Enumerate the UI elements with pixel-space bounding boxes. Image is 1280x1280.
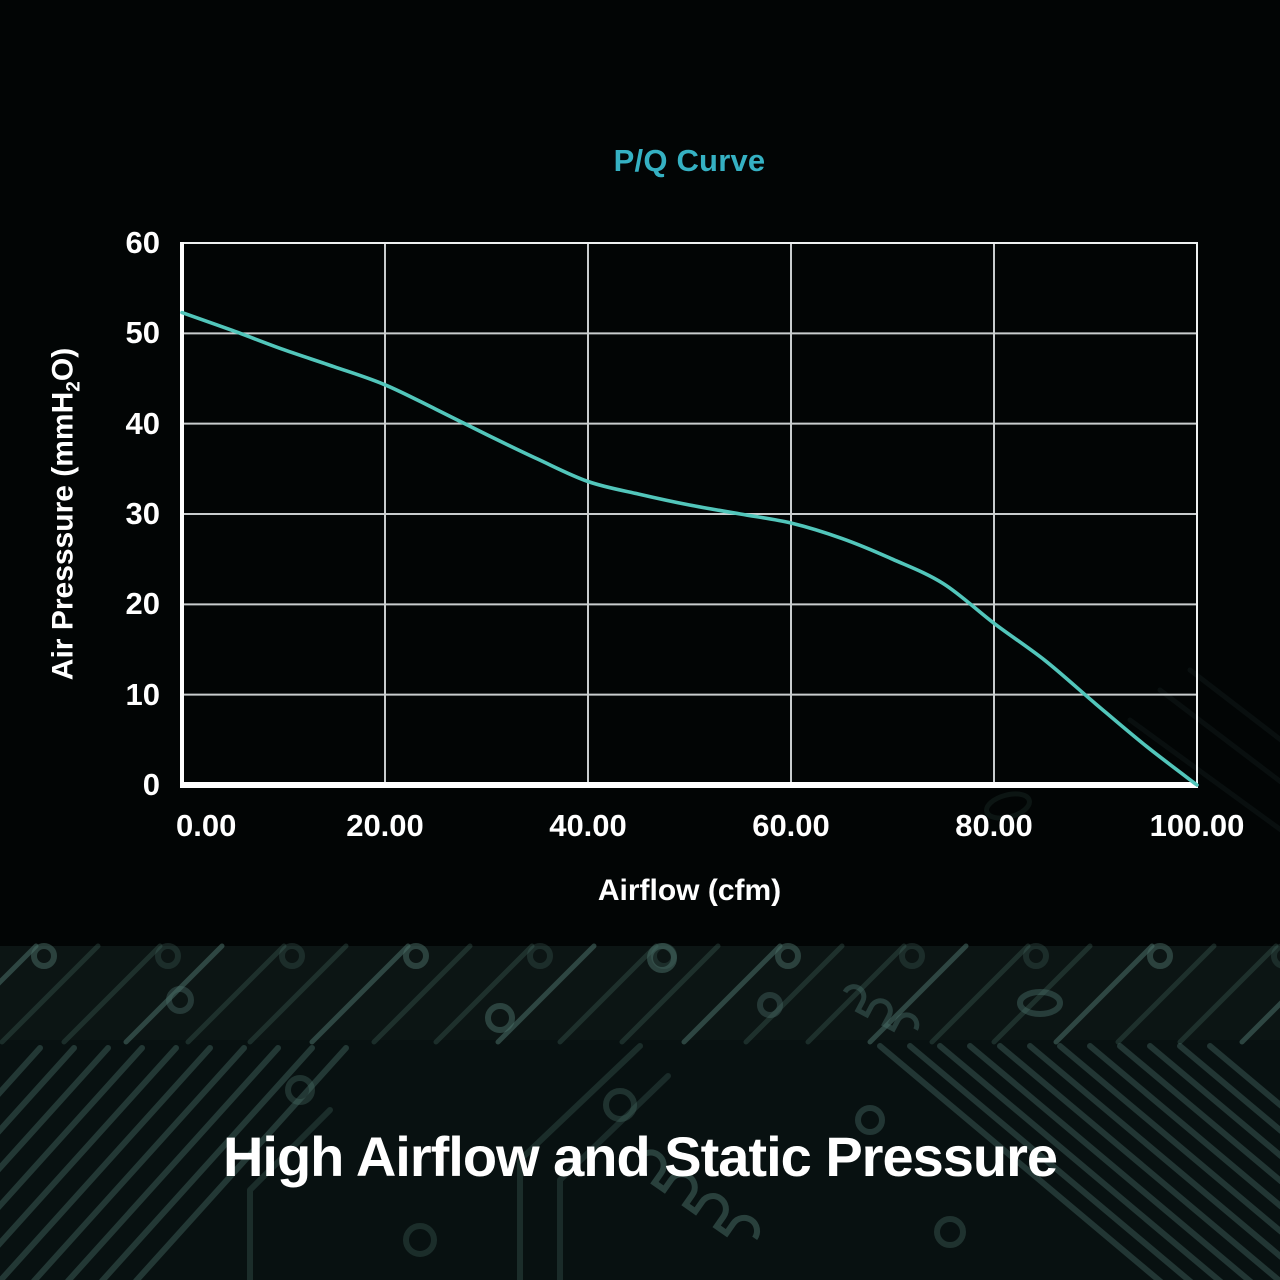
circuit-meander bbox=[637, 1149, 761, 1241]
x-tick-label: 40.00 bbox=[549, 808, 627, 843]
y-tick-label: 50 bbox=[125, 315, 160, 351]
circuit-band bbox=[0, 946, 1280, 1040]
x-tick-label: 80.00 bbox=[955, 808, 1033, 843]
y-tick-label: 0 bbox=[142, 767, 160, 802]
x-tick-label: 0.00 bbox=[176, 808, 237, 843]
y-tick-label: 30 bbox=[125, 496, 160, 531]
x-tick-label: 60.00 bbox=[752, 808, 830, 843]
y-tick-label: 60 bbox=[125, 225, 160, 260]
x-tick-label: 100.00 bbox=[1149, 808, 1245, 843]
y-axis-label-suffix: O) bbox=[46, 347, 80, 382]
pq-curve-line bbox=[180, 310, 1199, 787]
chart-title: P/Q Curve bbox=[613, 143, 766, 178]
y-tick-label: 10 bbox=[125, 676, 160, 712]
y-axis-label-subscript: 2 bbox=[63, 381, 85, 392]
y-axis-label-text: Air Presssure (mmH bbox=[46, 391, 80, 681]
x-axis-label: Airflow (cfm) bbox=[597, 874, 782, 907]
y-tick-label: 40 bbox=[125, 405, 160, 441]
circuit-traces bbox=[0, 667, 1280, 1280]
y-tick-label: 20 bbox=[125, 586, 160, 622]
y-axis-label: Air Presssure (mmH2O) bbox=[47, 348, 86, 680]
x-tick-label: 20.00 bbox=[346, 808, 424, 843]
circuit-meander bbox=[842, 984, 920, 1033]
caption-heading: High Airflow and Static Pressure bbox=[222, 1125, 1058, 1188]
circuit-bottom bbox=[0, 1040, 1280, 1280]
